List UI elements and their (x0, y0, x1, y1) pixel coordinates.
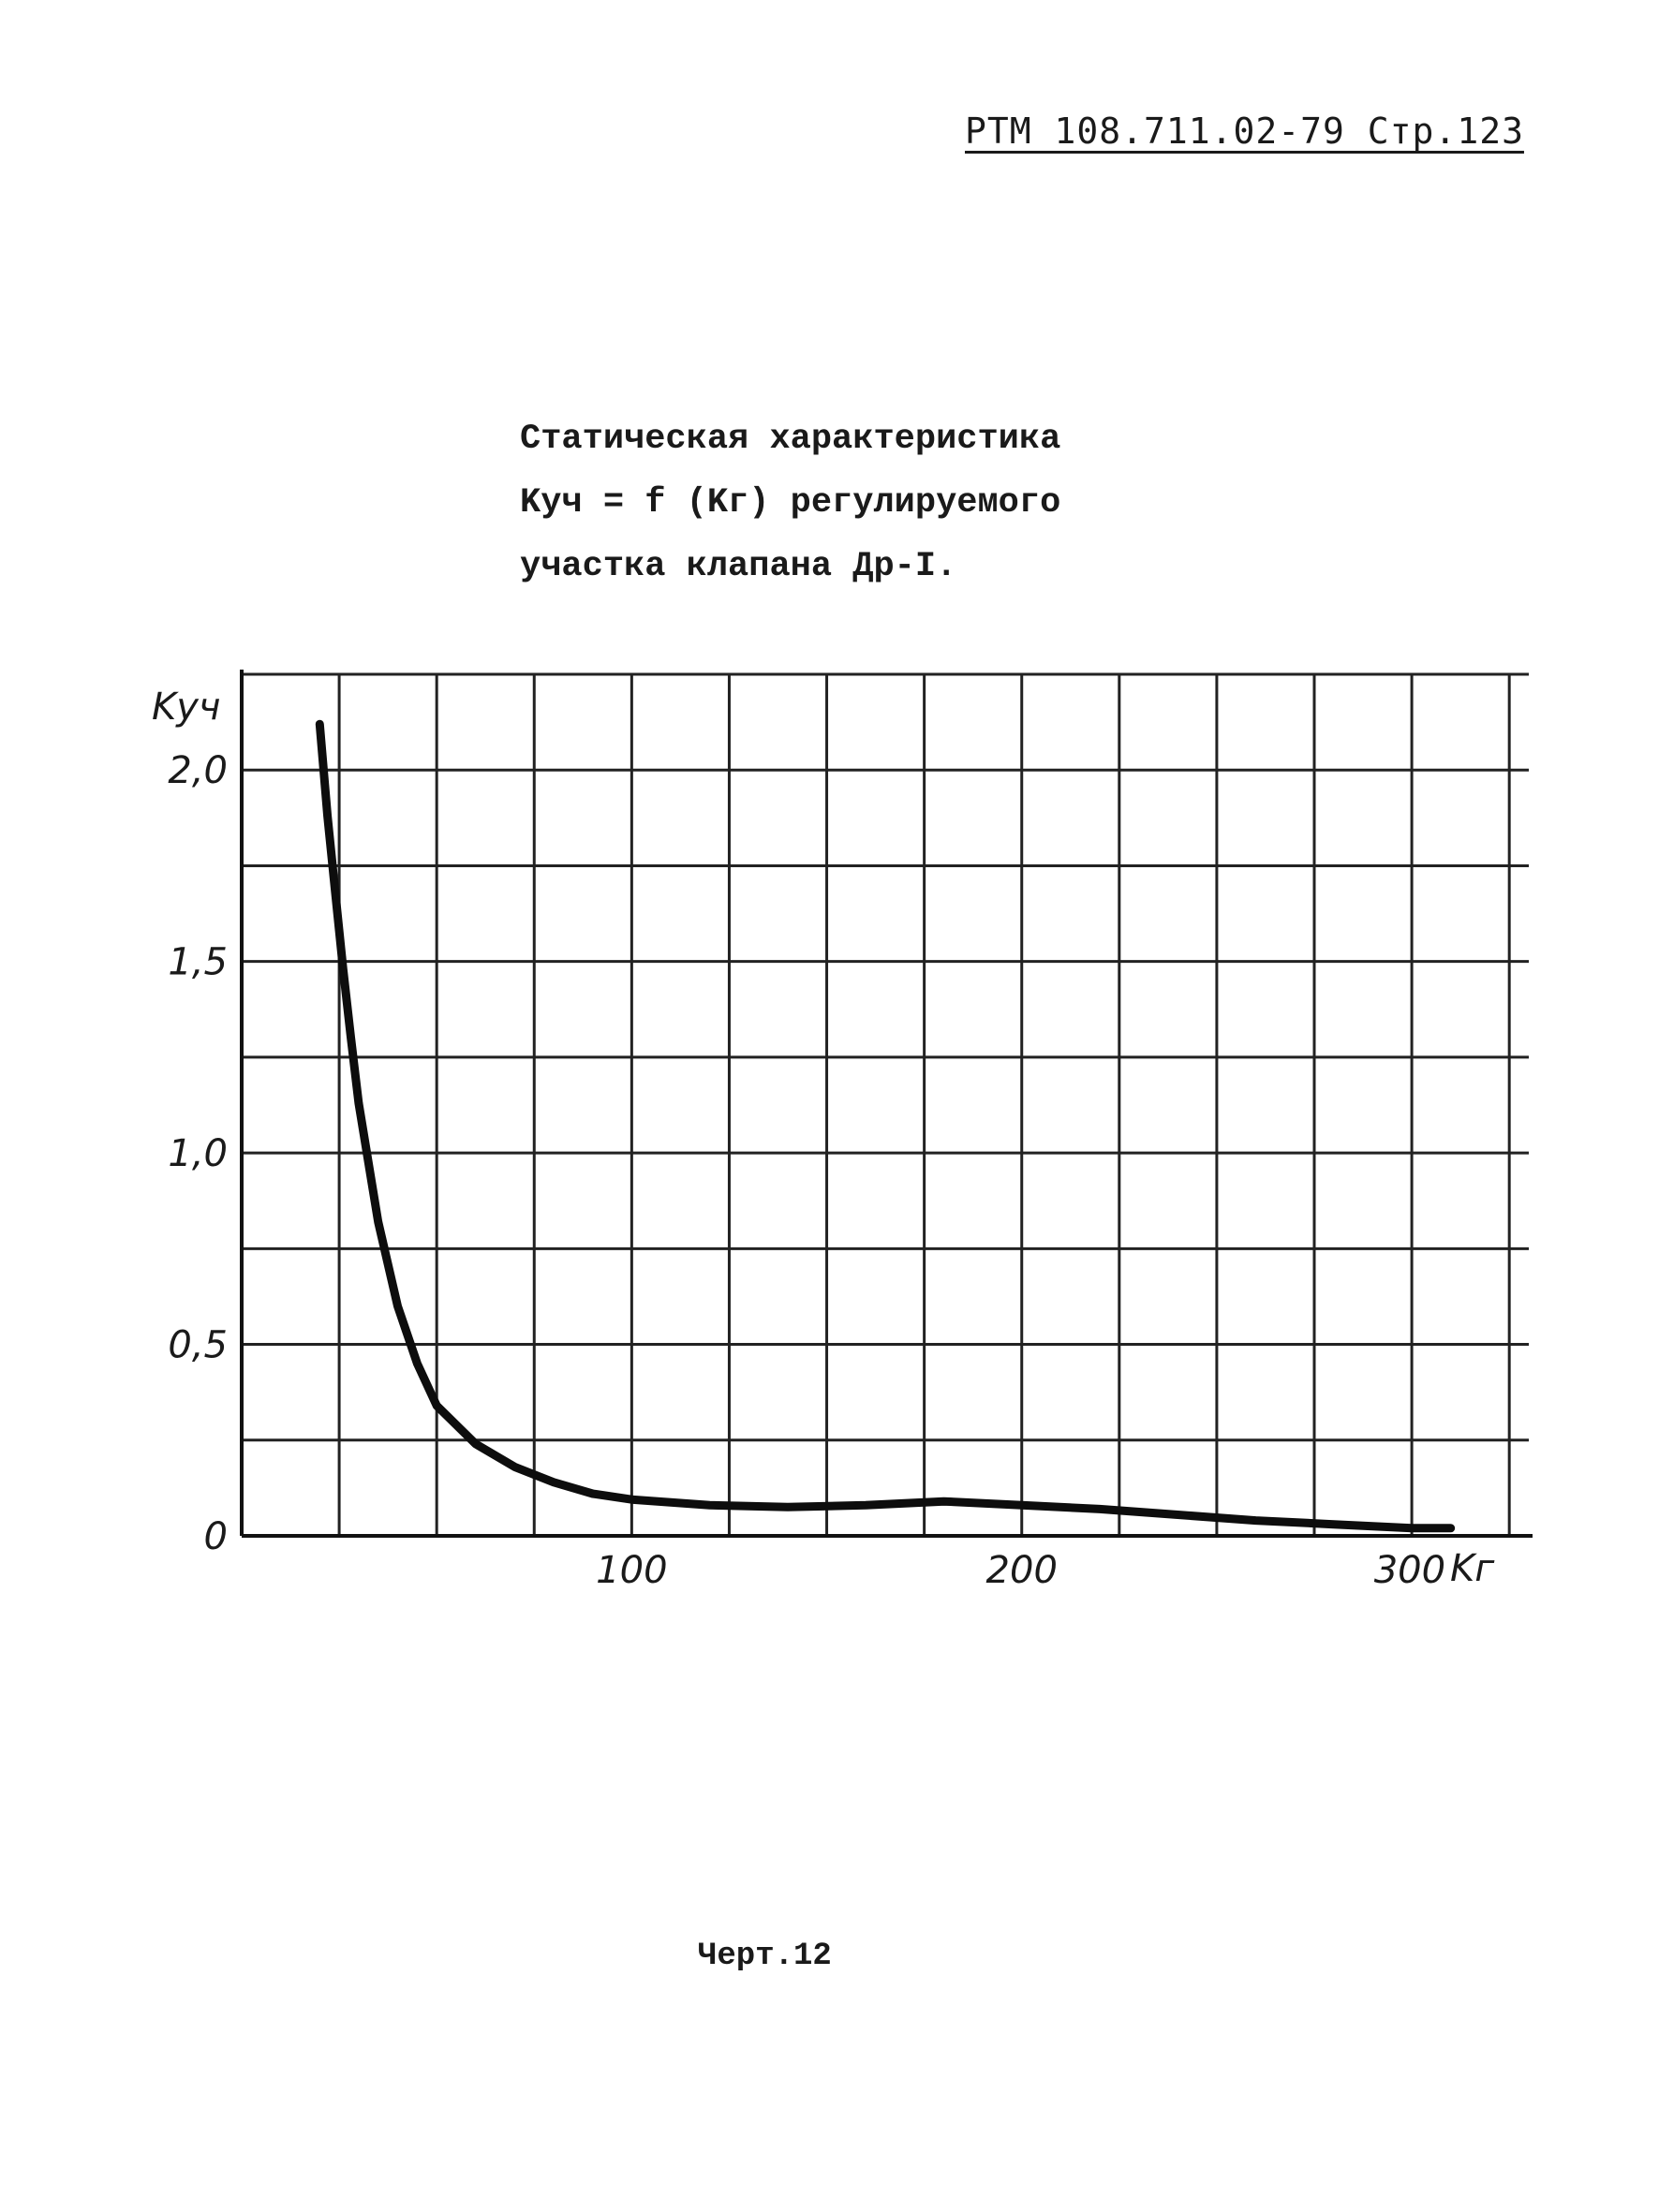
x-tick-label: 300 (1374, 1549, 1445, 1592)
caption-line-3: участка клапана Др-I. (520, 547, 957, 586)
y-tick-label: 1,5 (168, 941, 228, 984)
chart-grid (242, 672, 1529, 1536)
y-tick-label: 0 (204, 1515, 228, 1558)
caption-line-2: Kуч = f (Kг) регулируемого (520, 483, 1061, 523)
y-tick-label: 2,0 (168, 749, 228, 792)
x-tick-label: 100 (596, 1549, 667, 1592)
chart-axes (240, 670, 1533, 1538)
x-tick-label: 200 (986, 1549, 1058, 1592)
chart-series (315, 719, 1456, 1533)
data-curve (315, 719, 1456, 1533)
chart-ticks: 0 0,5 1,0 1,5 2,0 100 200 300 (168, 749, 1445, 1592)
document-header: РТМ 108.711.02-79 Стр.123 (965, 111, 1524, 152)
chart-caption: Статическая характеристика Kуч = f (Kг) … (520, 407, 1060, 598)
caption-line-1: Статическая характеристика (520, 420, 1061, 459)
y-tick-label: 0,5 (168, 1324, 228, 1367)
y-tick-label: 1,0 (168, 1132, 228, 1175)
y-axis-label: Kуч (152, 686, 221, 729)
x-axis-label: Kг (1450, 1547, 1495, 1590)
figure-number: Черт.12 (698, 1939, 832, 1974)
